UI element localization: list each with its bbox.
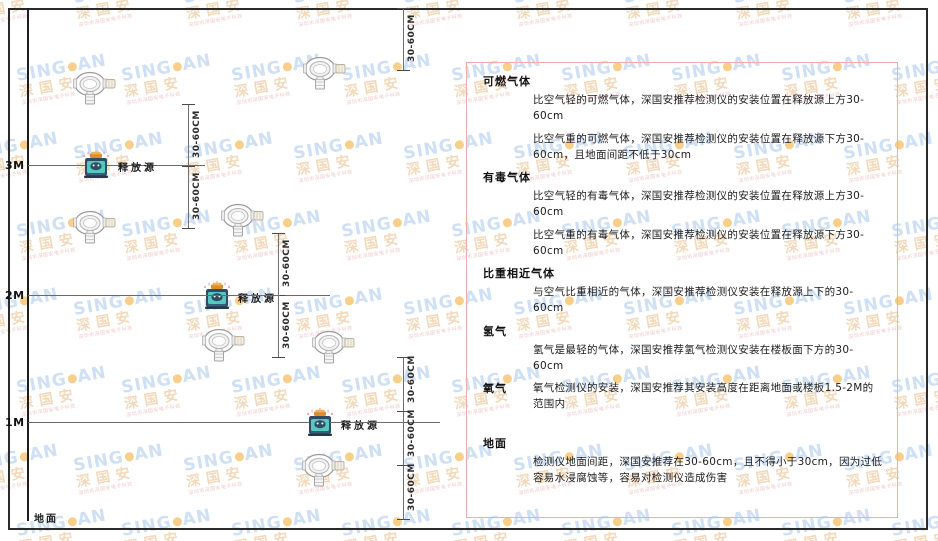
panel-spacer	[481, 419, 883, 429]
section-title: 有毒气体	[483, 171, 531, 185]
level-line-1m	[28, 422, 440, 423]
dimension-tick	[397, 519, 410, 520]
dimension-line	[403, 8, 404, 70]
source-1m	[303, 408, 337, 438]
dimension-tick	[397, 8, 410, 9]
section-paragraph: 比空气轻的可燃气体，深国安推荐检测仪的安装位置在释放源上方30-60cm	[533, 94, 865, 123]
gas-detector-icon	[302, 453, 345, 487]
release-source-icon	[306, 408, 334, 436]
panel-section: 可燃气体 比空气轻的可燃气体，深国安推荐检测仪的安装位置在释放源上方30-60cm…	[481, 73, 883, 163]
dimension-tick	[397, 70, 410, 71]
section-paragraph: 比空气重的可燃气体，深国安推荐检测仪的安装位置在释放源下方30-60cm，且地面…	[533, 132, 865, 161]
section-paragraph: 检测仪地面间距，深国安推荐在30-60cm，且不得小于30cm，因为过低容易水浸…	[533, 455, 883, 484]
release-source-label: 释放源	[238, 294, 277, 305]
section-paragraph: 比空气重的有毒气体，深国安推荐检测仪的安装位置在释放源下方30-60cm	[533, 228, 865, 257]
panel-section: 有毒气体 比空气轻的有毒气体，深国安推荐检测仪的安装位置在释放源上方30-60cm…	[481, 169, 883, 259]
dimension-tick	[272, 233, 285, 234]
gas-detector-icon	[73, 71, 116, 105]
detector-upper-right	[298, 53, 350, 93]
release-source-icon	[82, 150, 110, 178]
detector-lower-right	[307, 327, 359, 367]
source-connector-line	[330, 422, 405, 423]
dimension-tick	[397, 411, 410, 412]
section-title: 可燃气体	[483, 75, 531, 88]
panel-section: 地面检测仪地面间距，深国安推荐在30-60cm，且不得小于30cm，因为过低容易…	[481, 435, 883, 487]
gas-detector-icon	[303, 56, 346, 90]
source-3m	[79, 150, 113, 180]
section-title: 氢气	[483, 324, 507, 338]
vertical-axis	[27, 8, 29, 521]
section-title: 地面	[483, 436, 507, 450]
section-paragraph: 与空气比重相近的气体，深国安推荐检测仪安装在释放源上下的30-60cm	[533, 286, 854, 315]
detector-lower-left	[197, 325, 249, 365]
section-paragraph: 氧气检测仪的安装，深国安推荐其安装高度在距离地面或楼板1.5-2M的范围内	[533, 382, 874, 411]
dimension-text: 30-60CM	[282, 301, 292, 349]
dimension-text: 30-60CM	[407, 409, 417, 457]
section-paragraph: 氢气是最轻的气体，深国安推荐氢气检测仪安装在楼板面下方的30-60cm	[533, 343, 854, 372]
axis-label-3m: 3M	[5, 159, 25, 172]
dimension-text: 30-60CM	[282, 239, 292, 287]
detector-mid-right	[216, 200, 268, 240]
dimension-text: 30-60CM	[192, 110, 202, 158]
release-source-icon	[203, 281, 231, 309]
dimension-tick	[182, 228, 195, 229]
source-connector-line	[205, 295, 280, 296]
section-paragraph: 比空气轻的有毒气体，深国安推荐检测仪的安装位置在释放源上方30-60cm	[533, 190, 865, 219]
level-line-2m	[28, 295, 330, 296]
dimension-line	[403, 357, 404, 519]
gas-detector-icon	[202, 328, 245, 362]
axis-label-2m: 2M	[5, 289, 25, 302]
release-source-label: 释放源	[118, 163, 157, 174]
diagram-frame	[8, 8, 928, 530]
dimension-tick	[397, 357, 410, 358]
dimension-tick	[272, 357, 285, 358]
detector-mid-left	[68, 207, 120, 247]
source-2m	[200, 281, 234, 311]
detector-bottom	[297, 450, 349, 490]
dimension-text: 30-60CM	[407, 355, 417, 403]
section-title: 氧气	[483, 382, 507, 396]
gas-detector-icon	[73, 210, 116, 244]
ground-label: 地面	[34, 514, 58, 525]
dimension-text: 30-60CM	[407, 14, 417, 62]
panel-section-inline: 氧气 氧气检测仪的安装，深国安推荐其安装高度在距离地面或楼板1.5-2M的范围内	[481, 380, 883, 413]
dimension-tick	[182, 104, 195, 105]
detector-upper-left	[68, 68, 120, 108]
section-title: 比重相近气体	[483, 267, 555, 281]
dimension-tick	[182, 166, 195, 167]
panel-section: 氢气氢气是最轻的气体，深国安推荐氢气检测仪安装在楼板面下方的30-60cm	[481, 323, 883, 375]
release-source-label: 释放源	[341, 421, 380, 432]
guidance-panel: 可燃气体 比空气轻的可燃气体，深国安推荐检测仪的安装位置在释放源上方30-60cm…	[466, 62, 898, 518]
dimension-tick	[397, 465, 410, 466]
dimension-text: 30-60CM	[192, 172, 202, 220]
dimension-text: 30-60CM	[407, 463, 417, 511]
gas-detector-icon	[312, 330, 355, 364]
level-line-3m	[28, 165, 205, 166]
axis-label-1m: 1M	[5, 416, 25, 429]
gas-detector-icon	[221, 203, 264, 237]
panel-section: 比重相近气体与空气比重相近的气体，深国安推荐检测仪安装在释放源上下的30-60c…	[481, 265, 883, 317]
